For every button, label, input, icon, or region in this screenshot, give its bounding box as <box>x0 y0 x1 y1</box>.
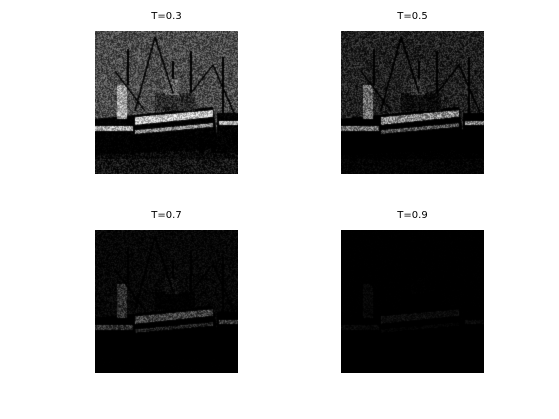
panel-title: T=0.5 <box>397 11 428 22</box>
boat-image <box>341 31 484 174</box>
boat-image <box>341 230 484 373</box>
boat-image <box>95 31 238 174</box>
boat-image <box>95 230 238 373</box>
panel-title: T=0.9 <box>397 210 428 221</box>
panel-title: T=0.7 <box>151 210 182 221</box>
panel-title: T=0.3 <box>151 11 182 22</box>
